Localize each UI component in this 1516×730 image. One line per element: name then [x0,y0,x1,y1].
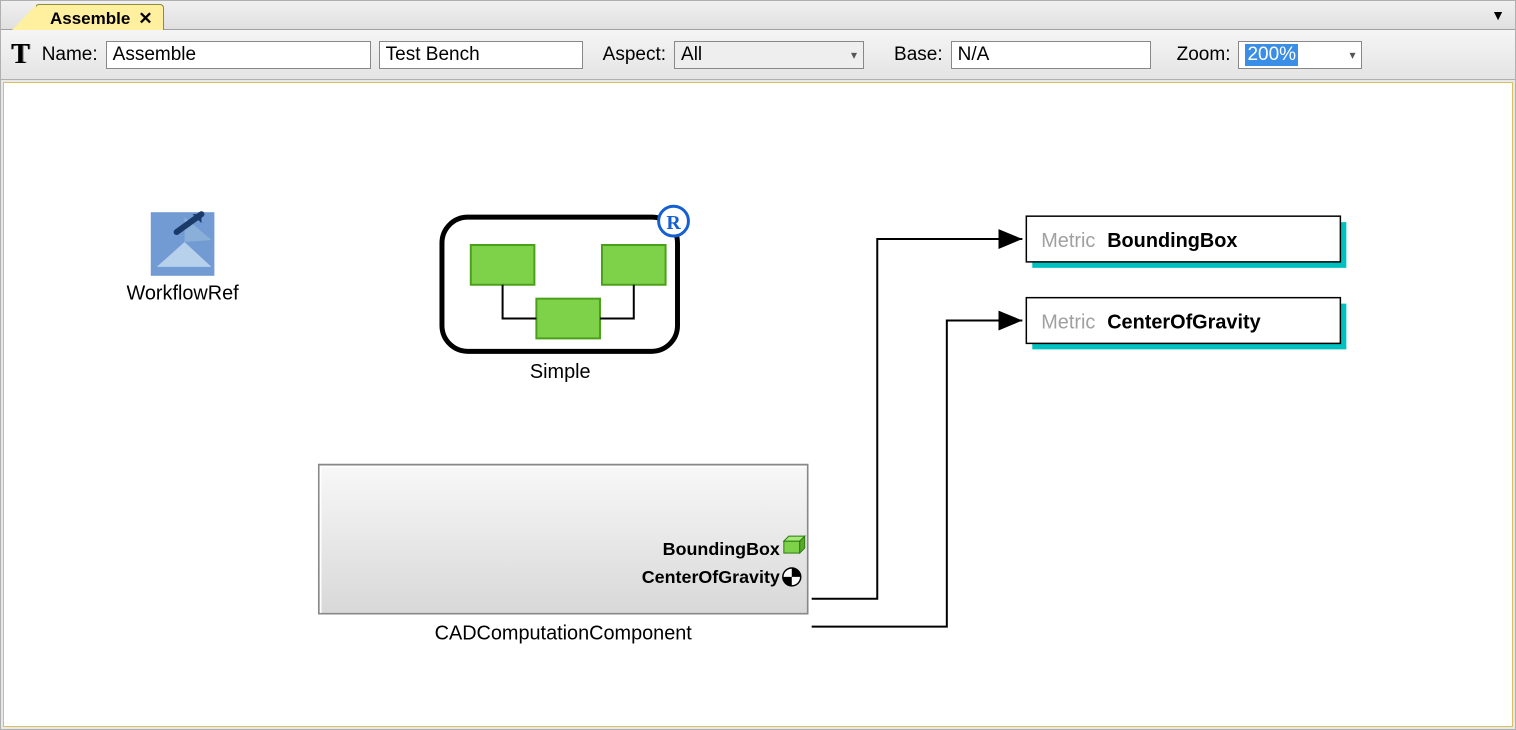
connector-bb[interactable] [812,239,1023,599]
testbench-icon: T [11,39,30,71]
cad-label: CADComputationComponent [435,623,693,645]
name-input[interactable]: Assemble [106,41,371,69]
metric-centerofgravity[interactable]: MetricCenterOfGravity [1026,298,1346,350]
port-cog-label: CenterOfGravity [642,567,780,587]
zoom-label: Zoom: [1177,44,1231,66]
workflowref-label: WorkflowRef [126,283,239,305]
tab-assemble[interactable]: Assemble ✕ [35,4,164,30]
svg-text:MetricCenterOfGravity: MetricCenterOfGravity [1041,311,1260,333]
svg-text:R: R [666,212,681,234]
node-workflowref[interactable]: WorkflowRef [126,212,239,304]
kind-input[interactable]: Test Bench [379,41,583,69]
connector-cog[interactable] [812,321,1023,627]
diagram-canvas[interactable]: WorkflowRef R Simple CADComputationCompo… [3,82,1513,727]
close-icon[interactable]: ✕ [138,9,152,29]
node-cad-component[interactable]: CADComputationComponent BoundingBox Cent… [319,465,810,645]
port-cog-icon[interactable] [783,568,801,586]
chevron-down-icon: ▾ [851,48,857,62]
node-simple[interactable]: R Simple [442,206,688,383]
simple-label: Simple [530,361,591,383]
port-bb-icon[interactable] [784,536,805,553]
tab-bar: Assemble ✕ ▼ [1,1,1515,30]
port-bb-label: BoundingBox [663,539,780,559]
tab-dropdown-icon[interactable]: ▼ [1491,7,1505,23]
tab-title: Assemble [50,9,130,29]
aspect-select[interactable]: All ▾ [674,41,864,69]
aspect-label: Aspect: [603,44,666,66]
svg-text:MetricBoundingBox: MetricBoundingBox [1041,230,1237,252]
chevron-down-icon: ▾ [1349,48,1355,62]
name-label: Name: [42,44,98,66]
metric-boundingbox[interactable]: MetricBoundingBox [1026,216,1346,268]
toolbar: T Name: Assemble Test Bench Aspect: All … [1,30,1515,80]
zoom-select[interactable]: 200% ▾ [1238,41,1362,69]
base-label: Base: [894,44,943,66]
editor-window: Assemble ✕ ▼ T Name: Assemble Test Bench… [0,0,1516,730]
zoom-value: 200% [1245,44,1298,66]
base-input[interactable]: N/A [951,41,1151,69]
